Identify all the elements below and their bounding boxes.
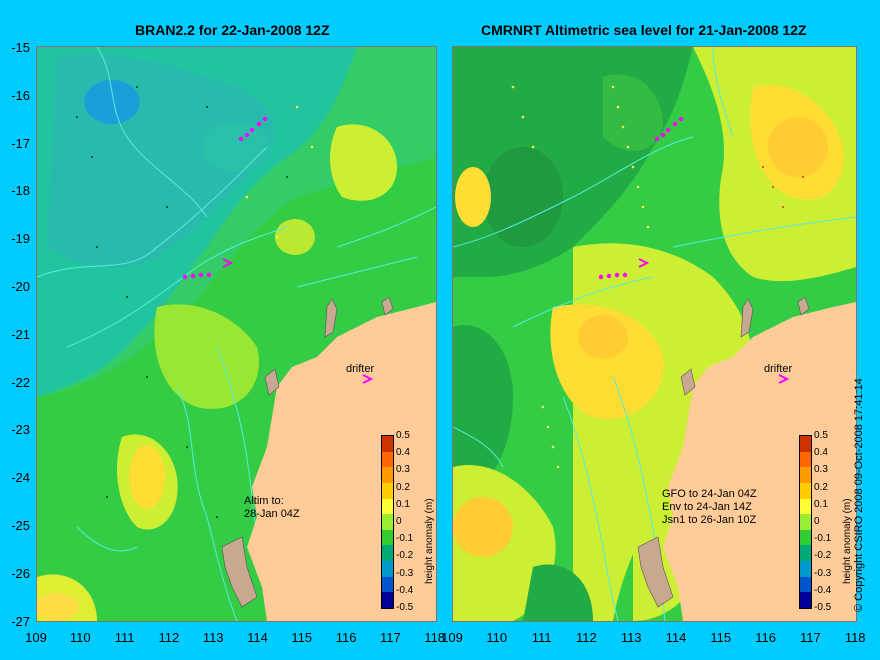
y-tick-label: -27 (11, 613, 30, 629)
colorbar-tick-label: -0.5 (396, 602, 414, 613)
x-tick-label: 109 (441, 630, 463, 645)
colorbar-tick-label: -0.2 (814, 550, 832, 562)
colorbar-tick-label: -0.3 (396, 567, 414, 579)
x-tick-label: 110 (69, 630, 91, 645)
right-drifter-label: drifter (764, 363, 793, 375)
left-drifter-label: drifter (346, 363, 375, 375)
colorbar-frame (799, 435, 812, 609)
colorbar-segment (382, 451, 393, 468)
colorbar-frame (381, 435, 394, 609)
colorbar-tick-label: 0 (814, 516, 820, 527)
colorbar-segment (800, 514, 811, 531)
colorbar-tick-label: -0.3 (814, 567, 832, 579)
colorbar-tick-label: 0.5 (814, 430, 828, 441)
y-tick-label: -22 (11, 374, 30, 390)
colorbar-segment (800, 451, 811, 468)
colorbar-segment (800, 561, 811, 578)
colorbar-segment (800, 592, 811, 609)
colorbar-tick-label: 0.5 (396, 430, 410, 441)
colorbar-tick-label: 0.2 (396, 481, 410, 493)
colorbar-tick-label: 0.1 (396, 498, 410, 510)
colorbar-title: height anomaly (m) (842, 498, 853, 584)
colorbar-segment (800, 529, 811, 546)
y-tick-label: -23 (11, 422, 30, 438)
colorbar-title: height anomaly (m) (424, 498, 435, 584)
copyright-text: © Copyright CSIRO 2008 09-Oct-2008 17:41… (853, 378, 865, 612)
colorbar-segment (800, 545, 811, 562)
x-tick-label: 114 (247, 630, 268, 645)
x-tick-label: 110 (486, 630, 508, 645)
x-tick-label: 112 (576, 630, 597, 645)
colorbar-tick-label: -0.4 (396, 584, 414, 596)
colorbar-tick-label: 0.3 (814, 464, 828, 476)
left-panel-title: BRAN2.2 for 22-Jan-2008 12Z (135, 22, 330, 38)
colorbar-tick-label: 0.3 (396, 464, 410, 476)
colorbar-tick-label: 0.2 (814, 481, 828, 493)
x-tick-label: 111 (531, 630, 552, 645)
colorbar-tick-label: 0.4 (396, 447, 410, 459)
x-tick-label: 111 (114, 630, 135, 645)
colorbar-segment (382, 561, 393, 578)
colorbar-segment (382, 498, 393, 515)
colorbar-segment (382, 436, 393, 453)
y-tick-label: -20 (11, 279, 30, 294)
colorbar-tick-label: -0.1 (396, 533, 414, 545)
y-tick-label: -18 (11, 183, 30, 199)
x-tick-label: 118 (424, 630, 446, 645)
right-map (453, 47, 856, 621)
y-tick-label: -26 (11, 565, 30, 581)
x-tick-label: 118 (844, 630, 866, 645)
x-tick-label: 115 (291, 630, 313, 645)
right-altim-note: GFO to 24-Jan 04Z Env to 24-Jan 14Z Jsn1… (662, 488, 757, 526)
colorbar-segment (382, 529, 393, 546)
x-tick-label: 114 (665, 630, 687, 645)
x-tick-label: 116 (335, 630, 357, 645)
x-tick-label: 117 (380, 630, 401, 645)
y-tick-label: -19 (11, 231, 30, 247)
colorbar-segment (800, 576, 811, 593)
colorbar-tick-label: 0.4 (814, 447, 828, 459)
y-tick-label: -25 (11, 518, 30, 533)
colorbar-segment (382, 467, 393, 484)
y-tick-label: -15 (11, 40, 30, 55)
colorbar-segment (382, 576, 393, 593)
colorbar-segment (800, 498, 811, 515)
y-tick-label: -16 (11, 87, 30, 103)
y-tick-label: -21 (11, 326, 30, 342)
left-map-panel (36, 46, 437, 622)
x-tick-label: 115 (710, 630, 732, 645)
colorbar-tick-label: 0.1 (814, 498, 828, 510)
colorbar-segment (382, 514, 393, 531)
colorbar-segment (382, 592, 393, 609)
y-tick-label: -24 (11, 470, 30, 486)
x-tick-label: 113 (202, 630, 224, 645)
colorbar-segment (800, 467, 811, 484)
x-tick-label: 112 (158, 630, 180, 645)
colorbar-tick-label: -0.1 (814, 533, 832, 545)
right-panel-title: CMRNRT Altimetric sea level for 21-Jan-2… (481, 22, 807, 38)
x-tick-label: 116 (755, 630, 776, 645)
colorbar-tick-label: -0.4 (814, 584, 832, 596)
colorbar-segment (382, 482, 393, 500)
x-tick-label: 109 (25, 630, 47, 645)
colorbar-tick-label: 0 (396, 516, 402, 527)
right-map-panel (452, 46, 857, 622)
colorbar-tick-label: -0.2 (396, 550, 414, 562)
x-tick-label: 117 (800, 630, 821, 645)
left-map (37, 47, 436, 621)
x-tick-label: 113 (620, 630, 642, 645)
colorbar-segment (382, 545, 393, 562)
colorbar-segment (800, 482, 811, 500)
y-tick-label: -17 (11, 135, 30, 151)
colorbar-segment (800, 436, 811, 453)
colorbar-tick-label: -0.5 (814, 602, 832, 613)
left-altim-note: Altim to: 28-Jan 04Z (244, 495, 300, 520)
